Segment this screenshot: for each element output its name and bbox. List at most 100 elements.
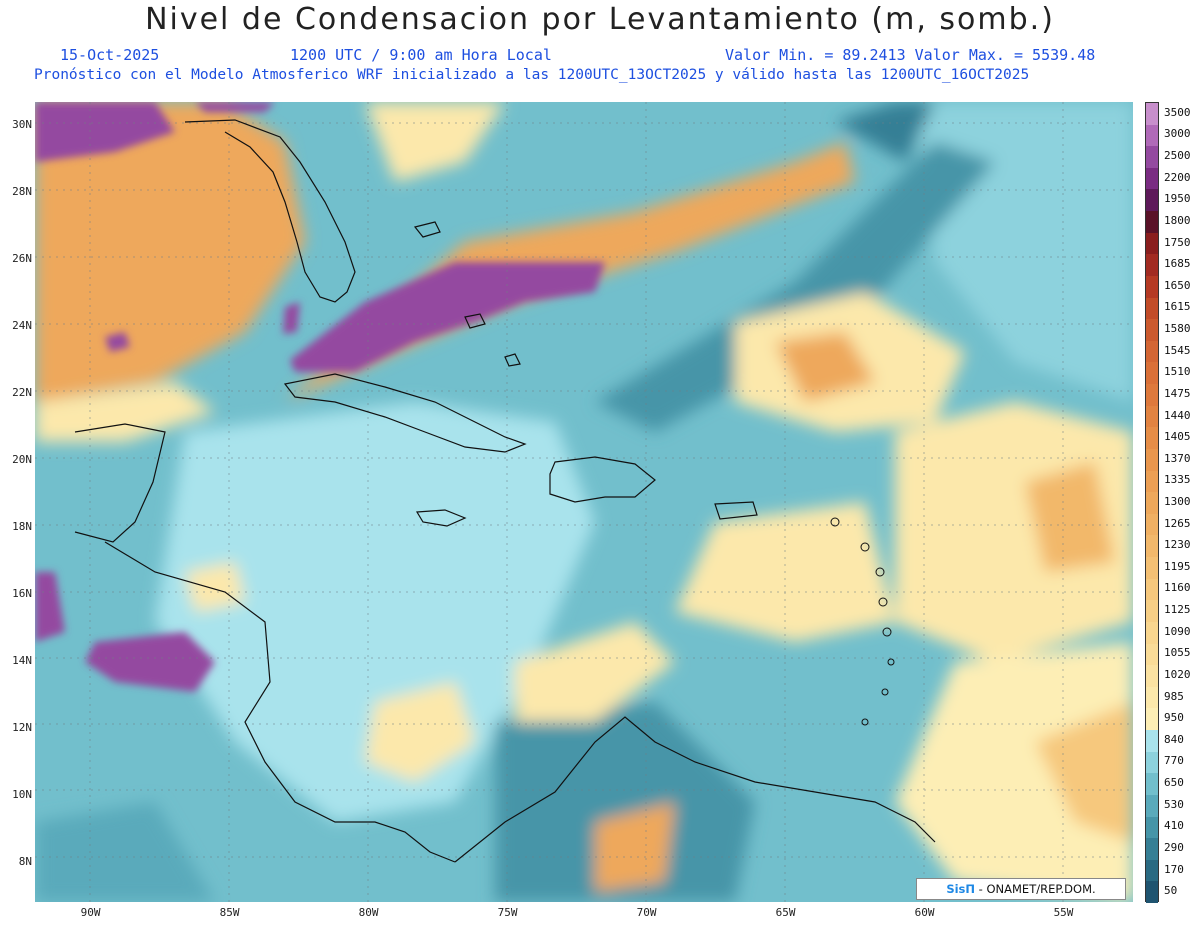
colorbar-segment <box>1146 384 1158 407</box>
south-america-coast <box>454 716 936 863</box>
colorbar-segment <box>1146 103 1158 126</box>
colorbar-segment <box>1146 470 1158 493</box>
colorbar-label: 170 <box>1164 862 1184 876</box>
colorbar-segment <box>1146 708 1158 731</box>
colorbar-segment <box>1146 513 1158 536</box>
colorbar-segment <box>1146 146 1158 169</box>
colorbar-segment <box>1146 881 1158 904</box>
colorbar-segment <box>1146 319 1158 342</box>
lat-tick-16N: 16N <box>12 587 32 601</box>
colorbar-segment <box>1146 211 1158 234</box>
date-label: 15-Oct-2025 <box>60 46 160 64</box>
colorbar-segment <box>1146 816 1158 839</box>
colorbar-segment <box>1146 427 1158 450</box>
colorbar-segment <box>1146 448 1158 472</box>
colorbar-label: 290 <box>1164 840 1184 854</box>
lon-tick-75W: 75W <box>497 906 518 919</box>
colorbar-label: 1685 <box>1164 257 1191 271</box>
colorbar-segment <box>1146 557 1158 580</box>
lat-tick-10N: 10N <box>12 787 32 801</box>
hispaniola-coast <box>549 456 656 503</box>
colorbar-segment <box>1146 405 1158 428</box>
lesser-antilles <box>830 517 895 726</box>
colorbar-label: 1020 <box>1164 667 1191 681</box>
credit-text: - ONAMET/REP.DOM. <box>975 882 1096 896</box>
lat-tick-24N: 24N <box>12 319 32 333</box>
map-panel <box>35 102 1133 902</box>
colorbar-label: 1265 <box>1164 516 1191 530</box>
colorbar-label: 1405 <box>1164 430 1191 444</box>
colorbar-label: 410 <box>1164 819 1184 833</box>
colorbar-label: 1300 <box>1164 495 1191 508</box>
time-label: 1200 UTC / 9:00 am Hora Local <box>290 46 552 64</box>
lat-tick-28N: 28N <box>12 185 32 199</box>
lat-tick-26N: 26N <box>12 252 32 266</box>
colorbar-label: 1160 <box>1164 581 1191 595</box>
colorbar-label: 2500 <box>1164 149 1191 163</box>
credit-box: SisΠ - ONAMET/REP.DOM. <box>916 878 1126 900</box>
colorbar-segment <box>1146 275 1158 299</box>
lat-tick-14N: 14N <box>12 653 32 667</box>
colorbar-label: 985 <box>1164 689 1184 703</box>
colorbar-label: 1335 <box>1164 473 1191 487</box>
colorbar-segment <box>1146 340 1158 363</box>
colorbar-segment <box>1146 773 1158 796</box>
graticule <box>35 102 1133 902</box>
min-max-label: Valor Min. = 89.2413 Valor Max. = 5539.4… <box>725 46 1096 64</box>
colorbar-segment <box>1146 859 1158 882</box>
colorbar-label: 1440 <box>1164 408 1191 422</box>
colorbar-label: 840 <box>1164 732 1184 746</box>
colorbar-segment <box>1146 794 1158 817</box>
colorbar-segment <box>1146 730 1158 753</box>
colorbar-label: 1615 <box>1164 300 1191 314</box>
cuba-coast <box>283 373 527 453</box>
lat-tick-30N: 30N <box>12 118 32 132</box>
colorbar-label: 650 <box>1164 776 1184 790</box>
colorbar-label: 1545 <box>1164 343 1191 357</box>
lon-tick-65W: 65W <box>775 906 796 919</box>
chart-title: Nivel de Condensacion por Levantamiento … <box>145 2 1055 37</box>
colorbar-segment <box>1146 686 1158 709</box>
florida-coast <box>184 119 356 303</box>
lon-tick-60W: 60W <box>914 906 935 919</box>
colorbar-segment <box>1146 124 1158 147</box>
colorbar-segment <box>1146 254 1158 277</box>
colorbar-segment <box>1146 167 1158 190</box>
colorbar-label: 1090 <box>1164 624 1191 638</box>
central-america-coast <box>104 541 456 863</box>
colorbar-label: 1195 <box>1164 559 1191 573</box>
colorbar <box>1145 102 1159 904</box>
colorbar-label: 1370 <box>1164 451 1191 465</box>
colorbar-segment <box>1146 578 1158 601</box>
colorbar-label: 1475 <box>1164 386 1191 400</box>
colorbar-label: 1510 <box>1164 365 1191 379</box>
colorbar-label: 1580 <box>1164 322 1191 336</box>
colorbar-segment <box>1146 838 1158 861</box>
colorbar-segment <box>1146 751 1158 774</box>
colorbar-segment <box>1146 492 1158 515</box>
lat-tick-8N: 8N <box>18 854 32 868</box>
colorbar-label: 530 <box>1164 797 1184 811</box>
lon-tick-85W: 85W <box>219 906 240 919</box>
lon-tick-90W: 90W <box>80 906 101 919</box>
description-label: Pronóstico con el Modelo Atmosferico WRF… <box>34 67 1030 83</box>
colorbar-label: 3000 <box>1164 127 1191 141</box>
colorbar-label: 3500 <box>1164 105 1191 119</box>
sispi-logo: SisΠ <box>946 882 976 896</box>
yucatan-coast <box>74 423 166 543</box>
lat-tick-20N: 20N <box>12 453 32 467</box>
colorbar-label: 950 <box>1164 711 1184 725</box>
colorbar-label: 50 <box>1164 884 1178 898</box>
colorbar-segment <box>1146 535 1158 558</box>
colorbar-segment <box>1146 665 1158 688</box>
lat-tick-22N: 22N <box>12 386 32 400</box>
puerto-rico-coast <box>714 501 758 520</box>
lat-tick-18N: 18N <box>12 520 32 534</box>
colorbar-label: 1650 <box>1164 278 1191 292</box>
colorbar-segment <box>1146 362 1158 385</box>
lon-tick-70W: 70W <box>636 906 657 919</box>
colorbar-label: 1230 <box>1164 538 1191 552</box>
lon-tick-80W: 80W <box>358 906 379 919</box>
colorbar-label: 1125 <box>1164 603 1191 617</box>
colorbar-label: 2200 <box>1164 170 1191 184</box>
